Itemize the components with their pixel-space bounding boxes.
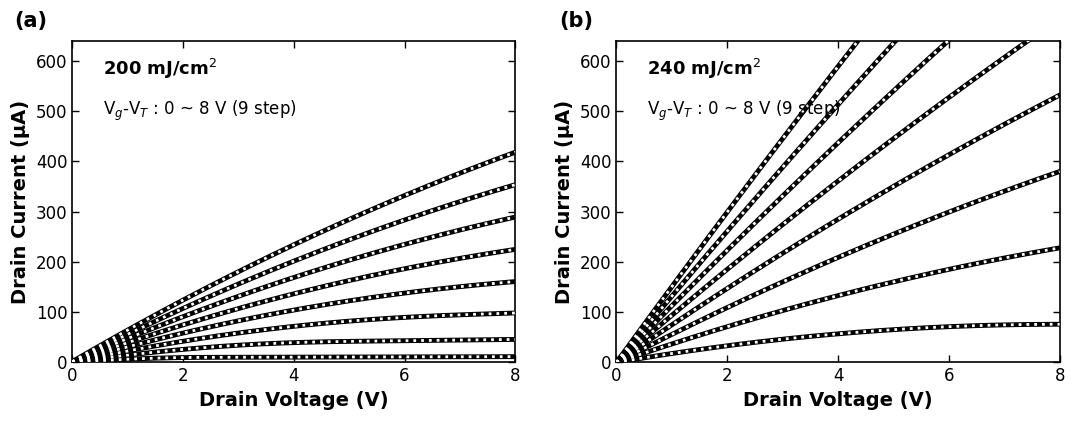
- X-axis label: Drain Voltage (V): Drain Voltage (V): [199, 391, 388, 410]
- Y-axis label: Drain Current (μA): Drain Current (μA): [555, 100, 575, 304]
- Text: V$_g$-V$_T$ : 0 ~ 8 V (9 step): V$_g$-V$_T$ : 0 ~ 8 V (9 step): [648, 99, 841, 123]
- Text: V$_g$-V$_T$ : 0 ~ 8 V (9 step): V$_g$-V$_T$ : 0 ~ 8 V (9 step): [103, 99, 297, 123]
- Text: 200 mJ/cm$^2$: 200 mJ/cm$^2$: [103, 57, 217, 81]
- Y-axis label: Drain Current (μA): Drain Current (μA): [11, 100, 30, 304]
- Text: (a): (a): [15, 11, 47, 31]
- X-axis label: Drain Voltage (V): Drain Voltage (V): [744, 391, 933, 410]
- Text: 240 mJ/cm$^2$: 240 mJ/cm$^2$: [648, 57, 762, 81]
- Text: (b): (b): [558, 11, 593, 31]
